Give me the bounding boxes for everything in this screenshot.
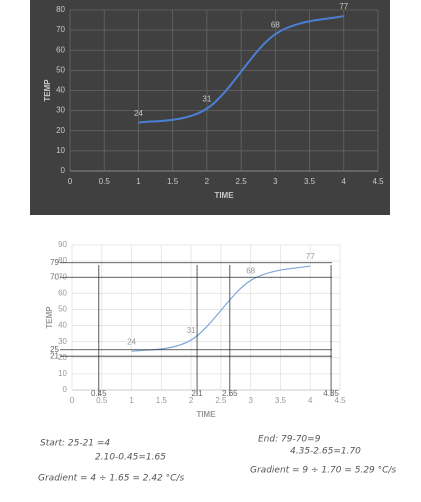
guide-label: 21 bbox=[50, 351, 59, 360]
x-tick-label: 0.5 bbox=[96, 396, 108, 405]
y-tick-label: 20 bbox=[58, 353, 67, 362]
data-line bbox=[138, 15, 345, 124]
y-tick-label: 0 bbox=[63, 385, 68, 394]
y-tick-label: 30 bbox=[58, 337, 67, 346]
x-tick-label: 4.5 bbox=[372, 177, 384, 186]
x-tick-label: 4.5 bbox=[334, 396, 346, 405]
x-tick-label: 2.5 bbox=[236, 177, 248, 186]
y-tick-label: 50 bbox=[56, 65, 65, 74]
x-tick-label: 1 bbox=[136, 177, 141, 186]
y-tick-label: 80 bbox=[56, 5, 65, 14]
data-label: 77 bbox=[339, 2, 348, 11]
guide-label: 70 bbox=[50, 272, 59, 281]
y-tick-label: 60 bbox=[56, 45, 65, 54]
guide-label: 2.65 bbox=[222, 389, 238, 398]
y-tick-label: 80 bbox=[58, 256, 67, 265]
handwritten-note: Gradient = 9 ÷ 1.70 = 5.29 °C/s bbox=[250, 466, 396, 476]
handwritten-note: Start: 25-21 =4 bbox=[40, 439, 110, 449]
x-tick-label: 0 bbox=[68, 177, 73, 186]
handwritten-note: Gradient = 4 ÷ 1.65 = 2.42 °C/s bbox=[38, 474, 184, 484]
y-axis-label: TEMP bbox=[45, 306, 54, 329]
data-label: 31 bbox=[202, 95, 211, 104]
data-label: 24 bbox=[127, 337, 136, 346]
x-tick-label: 2 bbox=[205, 177, 210, 186]
y-tick-label: 70 bbox=[56, 25, 65, 34]
handwritten-note: 2.10-0.45=1.65 bbox=[95, 453, 166, 463]
handwritten-note: End: 79-70=9 bbox=[258, 435, 321, 445]
y-tick-label: 10 bbox=[58, 369, 67, 378]
guide-label: 25 bbox=[50, 345, 59, 354]
x-tick-label: 3 bbox=[248, 396, 253, 405]
guide-label: 4.35 bbox=[323, 389, 339, 398]
y-tick-label: 10 bbox=[56, 146, 65, 155]
x-tick-label: 2.5 bbox=[215, 396, 227, 405]
y-tick-label: 60 bbox=[58, 288, 67, 297]
x-tick-label: 4 bbox=[308, 396, 313, 405]
handwritten-note: 4.35-2.65=1.70 bbox=[290, 447, 361, 457]
y-tick-label: 50 bbox=[58, 305, 67, 314]
data-line bbox=[131, 265, 311, 352]
x-tick-label: 3 bbox=[273, 177, 278, 186]
guide-label: 2.1 bbox=[192, 389, 204, 398]
x-tick-label: 3.5 bbox=[304, 177, 316, 186]
guide-label: 79 bbox=[50, 258, 59, 267]
data-label: 24 bbox=[134, 109, 143, 118]
y-tick-label: 90 bbox=[58, 240, 67, 249]
x-tick-label: 1.5 bbox=[156, 396, 168, 405]
y-axis-label: TEMP bbox=[43, 79, 52, 102]
data-label: 31 bbox=[187, 326, 196, 335]
data-label: 77 bbox=[306, 252, 315, 261]
y-tick-label: 0 bbox=[61, 166, 66, 175]
x-tick-label: 1.5 bbox=[167, 177, 179, 186]
x-axis-label: TIME bbox=[214, 191, 234, 200]
x-tick-label: 4 bbox=[342, 177, 347, 186]
y-tick-label: 30 bbox=[56, 106, 65, 115]
x-tick-label: 1 bbox=[129, 396, 134, 405]
x-tick-label: 3.5 bbox=[275, 396, 287, 405]
data-label: 68 bbox=[246, 267, 255, 276]
x-axis-label: TIME bbox=[196, 410, 216, 419]
y-tick-label: 20 bbox=[56, 126, 65, 135]
y-tick-label: 40 bbox=[58, 321, 67, 330]
plot-background bbox=[30, 235, 405, 425]
y-tick-label: 40 bbox=[56, 86, 65, 95]
x-tick-label: 2 bbox=[189, 396, 194, 405]
x-tick-label: 0 bbox=[70, 396, 75, 405]
x-tick-label: 0.5 bbox=[99, 177, 111, 186]
guide-label: 0.45 bbox=[91, 389, 107, 398]
data-label: 68 bbox=[271, 20, 280, 29]
